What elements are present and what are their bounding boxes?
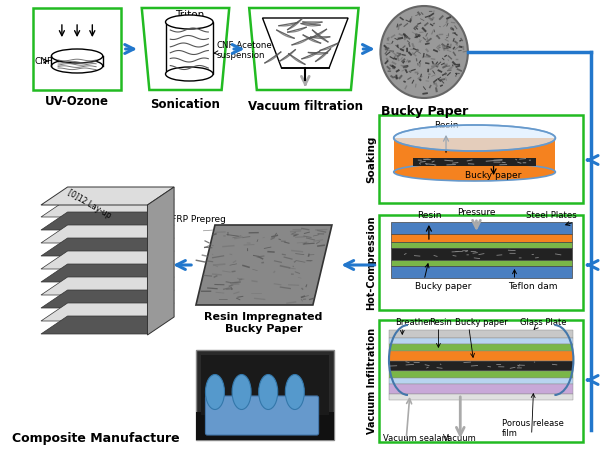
Ellipse shape [394,163,555,181]
FancyBboxPatch shape [196,412,334,440]
Text: Vacuum Infiltration: Vacuum Infiltration [367,328,377,434]
Ellipse shape [232,374,251,410]
FancyBboxPatch shape [34,8,121,90]
FancyBboxPatch shape [389,394,573,400]
Text: Glass Plate: Glass Plate [520,318,567,327]
Circle shape [380,6,468,98]
FancyBboxPatch shape [391,248,572,260]
Polygon shape [41,251,174,269]
Text: Bucky paper: Bucky paper [465,171,522,180]
Ellipse shape [285,374,304,410]
Text: Bucky paper: Bucky paper [454,318,507,327]
FancyBboxPatch shape [391,222,572,234]
FancyBboxPatch shape [389,338,573,344]
FancyBboxPatch shape [201,355,329,415]
Text: Vacuum filtration: Vacuum filtration [248,100,363,113]
Text: Porous release
film: Porous release film [502,418,564,438]
FancyBboxPatch shape [389,384,573,394]
FancyBboxPatch shape [206,396,319,435]
Text: CFRP Prepreg: CFRP Prepreg [151,216,225,234]
Polygon shape [263,18,348,68]
Ellipse shape [206,374,225,410]
Ellipse shape [394,125,555,151]
FancyBboxPatch shape [165,22,213,74]
FancyBboxPatch shape [389,371,573,378]
Ellipse shape [165,15,213,29]
Text: Teflon dam: Teflon dam [508,282,557,291]
Text: Vacuum sealant: Vacuum sealant [383,434,451,443]
Polygon shape [142,8,229,90]
Text: Breather: Breather [395,318,433,327]
Polygon shape [41,277,174,295]
Text: Triton: Triton [175,10,204,20]
FancyBboxPatch shape [391,266,572,278]
Text: Hot-Compression: Hot-Compression [367,215,377,310]
FancyBboxPatch shape [389,330,573,338]
Text: CNF-Acetone
suspension: CNF-Acetone suspension [214,41,273,60]
Text: Bucky paper: Bucky paper [415,282,471,291]
FancyBboxPatch shape [391,242,572,248]
FancyBboxPatch shape [379,215,583,310]
FancyBboxPatch shape [379,115,583,203]
Text: Steel Plates: Steel Plates [525,211,576,220]
Text: Resin: Resin [429,318,452,327]
Polygon shape [196,225,332,305]
Text: Soaking: Soaking [367,135,377,183]
Polygon shape [41,290,174,308]
FancyBboxPatch shape [394,138,555,172]
Polygon shape [41,199,174,217]
Text: Bucky Paper: Bucky Paper [380,105,468,118]
FancyBboxPatch shape [389,361,573,371]
FancyBboxPatch shape [52,56,103,66]
FancyBboxPatch shape [391,260,572,266]
FancyBboxPatch shape [389,378,573,384]
Text: Pressure: Pressure [457,208,496,217]
Text: Composite Manufacture: Composite Manufacture [12,432,180,445]
Polygon shape [41,264,174,282]
Ellipse shape [165,67,213,81]
Text: Sonication: Sonication [151,98,221,111]
Polygon shape [41,316,174,334]
Text: Vacuum: Vacuum [444,434,477,443]
Text: CNF: CNF [34,57,52,66]
Polygon shape [147,187,174,335]
FancyBboxPatch shape [196,350,334,440]
Polygon shape [41,187,174,205]
FancyBboxPatch shape [413,158,536,166]
Ellipse shape [258,374,278,410]
Ellipse shape [52,49,103,63]
Text: UV-Ozone: UV-Ozone [45,95,109,108]
Polygon shape [249,8,359,90]
FancyBboxPatch shape [391,234,572,242]
FancyBboxPatch shape [389,344,573,351]
Polygon shape [41,212,174,230]
Text: Resin: Resin [416,211,441,220]
Text: Resin: Resin [434,121,459,130]
Polygon shape [41,238,174,256]
FancyBboxPatch shape [379,320,583,442]
Text: [0]12 Lay-up: [0]12 Lay-up [66,188,112,220]
Polygon shape [41,225,174,243]
Text: Resin Impregnated
Bucky Paper: Resin Impregnated Bucky Paper [204,312,323,333]
Polygon shape [41,303,174,321]
Ellipse shape [52,59,103,73]
FancyBboxPatch shape [389,351,573,361]
